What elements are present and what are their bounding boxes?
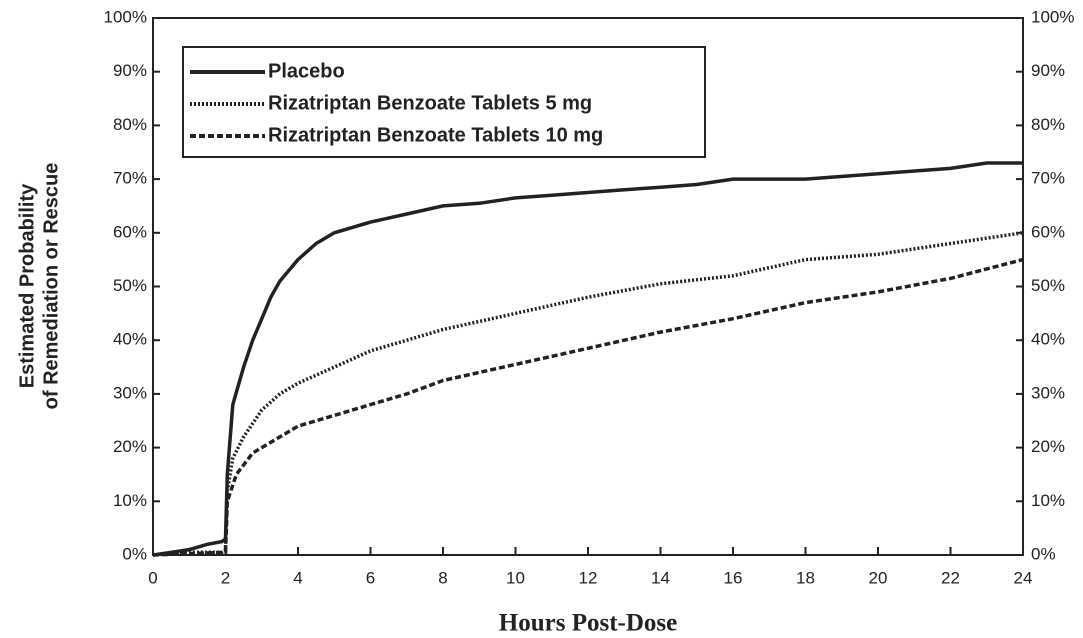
legend-box	[182, 46, 706, 158]
series-line	[152, 257, 1024, 557]
x-tick-label: 14	[651, 568, 670, 587]
x-tick-label: 0	[148, 568, 157, 587]
series-line	[152, 231, 1024, 557]
x-tick-label: 20	[869, 568, 888, 587]
y-tick-label: 60%	[113, 222, 147, 241]
y-tick-label-right: 70%	[1031, 169, 1065, 188]
y-tick-label: 40%	[113, 330, 147, 349]
y-tick-label: 30%	[113, 383, 147, 402]
y-tick-label-right: 0%	[1031, 544, 1056, 563]
legend-label: Rizatriptan Benzoate Tablets 10 mg	[268, 124, 603, 146]
x-tick-label: 22	[941, 568, 960, 587]
x-tick-label: 18	[796, 568, 815, 587]
y-axis-label-line: Estimated Probability	[16, 183, 38, 388]
x-tick-label: 24	[1014, 568, 1033, 587]
y-tick-label-right: 90%	[1031, 61, 1065, 80]
y-tick-label-right: 50%	[1031, 276, 1065, 295]
y-tick-label-right: 80%	[1031, 115, 1065, 134]
y-tick-label: 50%	[113, 276, 147, 295]
y-tick-label-right: 10%	[1031, 491, 1065, 510]
x-tick-label: 4	[293, 568, 302, 587]
y-tick-label: 70%	[113, 169, 147, 188]
y-tick-label: 100%	[104, 7, 147, 26]
y-tick-label-right: 30%	[1031, 383, 1065, 402]
legend-label: Rizatriptan Benzoate Tablets 5 mg	[268, 92, 592, 114]
y-tick-label-right: 60%	[1031, 222, 1065, 241]
y-axis-label: Estimated Probability of Remediation or …	[16, 163, 62, 410]
y-tick-label: 0%	[122, 544, 147, 563]
y-tick-label: 10%	[113, 491, 147, 510]
series-line	[152, 161, 1023, 557]
y-tick-label: 90%	[113, 61, 147, 80]
x-tick-label: 8	[438, 568, 447, 587]
y-tick-label-right: 100%	[1031, 7, 1074, 26]
x-tick-label: 12	[579, 568, 598, 587]
y-tick-label-right: 40%	[1031, 330, 1065, 349]
x-tick-label: 2	[221, 568, 230, 587]
x-tick-label: 16	[724, 568, 743, 587]
y-tick-label-right: 20%	[1031, 437, 1065, 456]
legend-label: Placebo	[268, 60, 345, 82]
y-tick-label: 80%	[113, 115, 147, 134]
y-tick-label: 20%	[113, 437, 147, 456]
y-axis-label-line: of Remediation or Rescue	[40, 163, 62, 410]
x-tick-label: 10	[506, 568, 525, 587]
x-axis-label: Hours Post-Dose	[499, 610, 677, 637]
x-tick-label: 6	[366, 568, 375, 587]
